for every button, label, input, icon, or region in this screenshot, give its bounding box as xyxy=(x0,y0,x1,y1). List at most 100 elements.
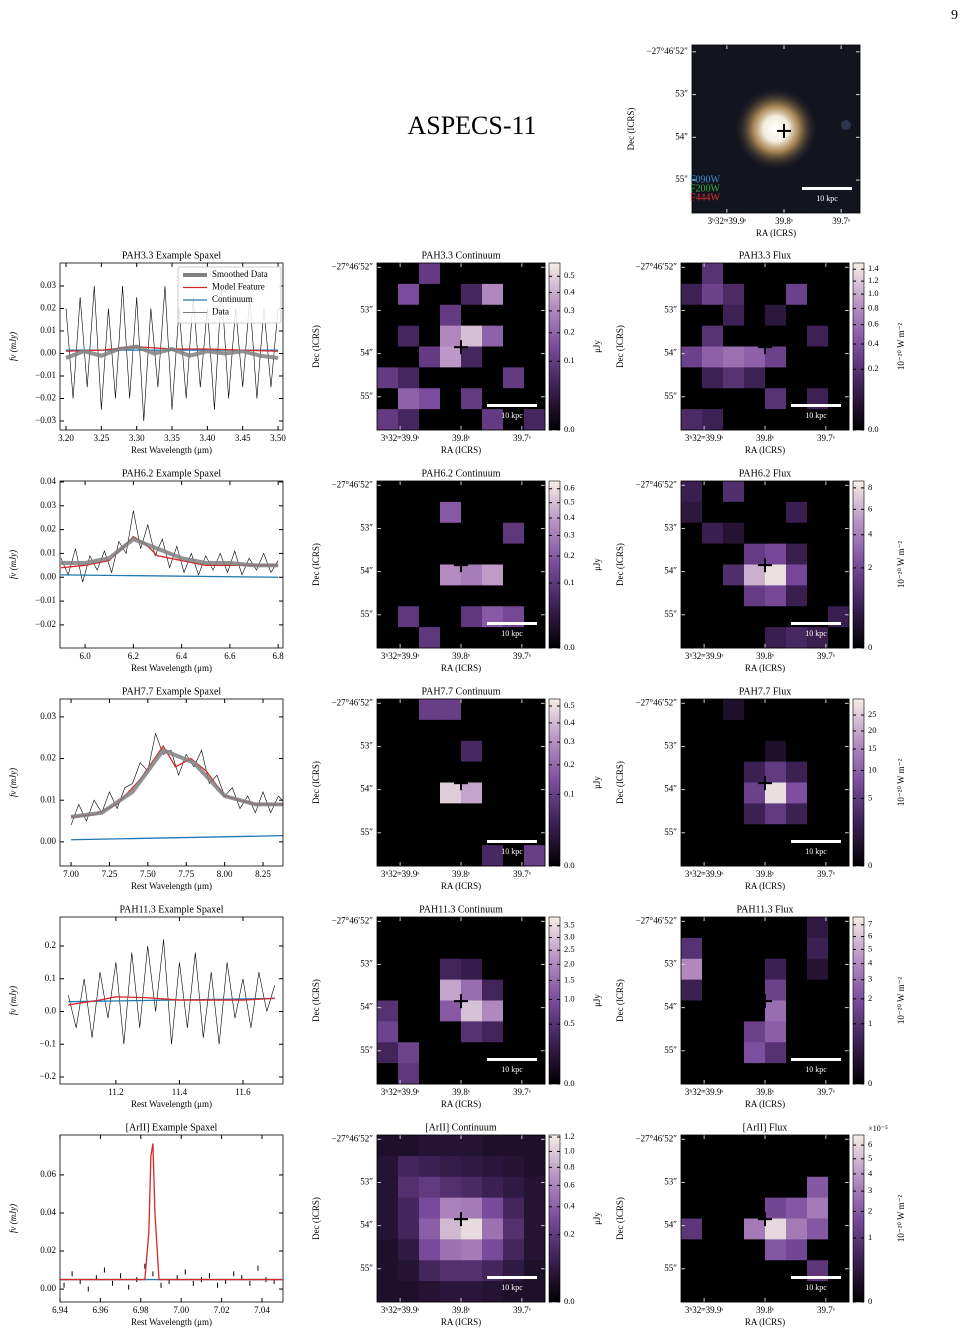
pixel xyxy=(461,585,483,607)
pixel xyxy=(419,522,441,545)
pixel xyxy=(398,388,420,410)
pixel xyxy=(503,283,525,306)
colorbar-tick-label: 2 xyxy=(868,562,872,572)
colorbar-tick-label: 0.4 xyxy=(564,512,575,522)
pixel xyxy=(807,1239,829,1261)
y-tick-label: 53″ xyxy=(664,959,677,969)
pixel xyxy=(723,346,745,368)
pixel xyxy=(828,917,850,939)
y-tick-label: 0.03 xyxy=(40,500,56,510)
pixel xyxy=(419,761,441,783)
y-axis-label: Dec (ICRS) xyxy=(615,1197,625,1240)
pixel xyxy=(765,782,787,804)
y-tick-label: 0.0 xyxy=(45,1006,57,1016)
pixel xyxy=(744,1197,766,1219)
plot-area xyxy=(65,285,279,422)
pixel xyxy=(503,845,525,867)
pixel xyxy=(440,1239,462,1261)
colorbar-tick-label: 0.1 xyxy=(564,577,575,587)
pixel xyxy=(723,263,745,285)
pixel xyxy=(461,782,483,804)
pixel xyxy=(765,1135,787,1157)
pixel xyxy=(440,481,462,503)
pixel xyxy=(503,1155,525,1178)
pixel xyxy=(377,699,399,721)
pixel xyxy=(419,606,441,628)
series-line xyxy=(71,835,283,841)
pixel xyxy=(807,719,829,742)
pixel xyxy=(702,304,724,327)
pixel xyxy=(398,543,420,565)
x-tick-label: 39.8ˢ xyxy=(452,651,470,661)
pixel xyxy=(744,522,766,545)
pixel xyxy=(723,917,745,939)
pixel xyxy=(681,564,703,586)
pixel xyxy=(723,325,745,347)
pixel xyxy=(681,606,703,628)
x-axis-label: RA (ICRS) xyxy=(745,663,785,673)
pixel xyxy=(744,263,766,285)
colorbar-tick-label: 0.3 xyxy=(564,305,575,315)
y-tick-label: −27°46′52″ xyxy=(332,479,374,489)
pixel xyxy=(377,845,399,867)
y-tick-label: 0.00 xyxy=(40,571,56,581)
pixel xyxy=(828,1281,850,1303)
pixel xyxy=(398,1218,420,1240)
y-tick-label: −27°46′52″ xyxy=(647,46,689,56)
pixel xyxy=(786,585,808,607)
pixel xyxy=(440,937,462,960)
colorbar-tick-label: 5 xyxy=(868,1153,872,1163)
colorbar-tick-label: 0 xyxy=(868,642,872,652)
pixel xyxy=(702,1063,724,1085)
pixel xyxy=(765,958,787,981)
pixel xyxy=(828,409,850,431)
scale-bar-label: 10 kpc xyxy=(501,847,523,856)
colorbar-label: μJy xyxy=(592,1212,602,1225)
pixel xyxy=(440,1021,462,1043)
pixel xyxy=(786,627,808,649)
pixel xyxy=(807,263,829,285)
legend-box xyxy=(177,266,282,324)
scale-bar xyxy=(487,404,537,407)
pixel xyxy=(398,1042,420,1064)
pixel xyxy=(765,1042,787,1064)
pixel xyxy=(503,501,525,524)
pixel xyxy=(681,1197,703,1219)
pixel xyxy=(786,1281,808,1303)
pixel xyxy=(828,304,850,327)
pixel xyxy=(786,803,808,825)
pixel xyxy=(419,1135,441,1157)
x-tick-label: 11.4 xyxy=(172,1087,188,1097)
pixel xyxy=(482,304,504,327)
pixel xyxy=(398,1063,420,1085)
pixel xyxy=(419,719,441,742)
pixel xyxy=(744,325,766,347)
y-tick-label: 54″ xyxy=(664,1220,677,1230)
pixel xyxy=(786,522,808,545)
pixel xyxy=(398,1021,420,1043)
pixel xyxy=(702,367,724,389)
pixel xyxy=(398,1135,420,1157)
pixel xyxy=(828,1239,850,1261)
pixel xyxy=(503,1000,525,1022)
pixel xyxy=(482,263,504,285)
pixel xyxy=(807,1176,829,1199)
pixel xyxy=(461,845,483,867)
pixel xyxy=(377,937,399,960)
pixel xyxy=(461,1260,483,1282)
filter-label: F090W xyxy=(690,174,721,185)
x-tick-label: 39.7ˢ xyxy=(817,651,835,661)
pixel xyxy=(377,564,399,586)
pixel xyxy=(702,388,724,410)
pixel xyxy=(398,1176,420,1199)
x-axis-label: RA (ICRS) xyxy=(441,445,481,455)
pixel xyxy=(702,1260,724,1282)
y-axis-label: Dec (ICRS) xyxy=(615,979,625,1022)
pixel xyxy=(786,1021,808,1043)
pixel xyxy=(765,699,787,721)
colorbar-tick-label: 0.0 xyxy=(564,424,575,434)
pixel xyxy=(440,1063,462,1085)
y-tick-label: 0.00 xyxy=(40,836,56,846)
scale-bar xyxy=(791,622,841,625)
colorbar-tick-label: 2 xyxy=(868,993,872,1003)
